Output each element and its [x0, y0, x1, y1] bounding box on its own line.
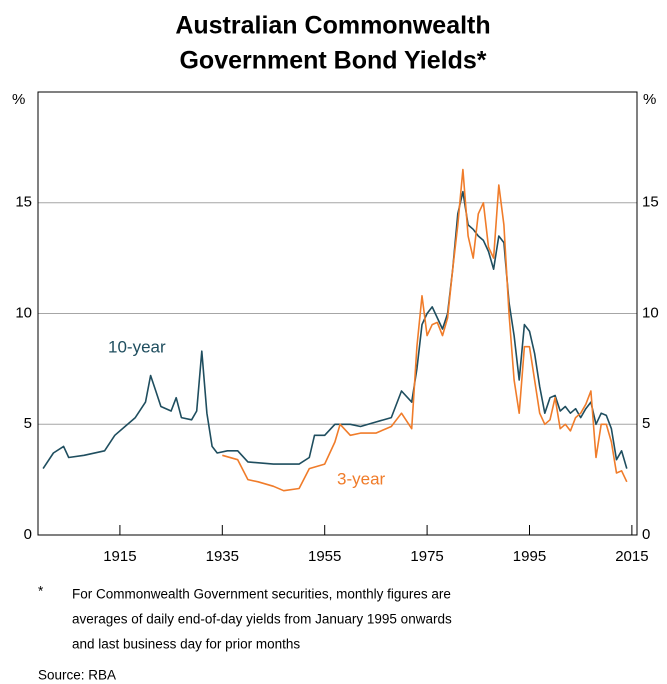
- x-tick-label: 1915: [103, 548, 136, 565]
- x-tick-label: 1995: [513, 548, 546, 565]
- y-tick-label: 5: [24, 415, 32, 432]
- y-tick-label: 15: [15, 194, 32, 211]
- plot-frame: [37, 91, 638, 536]
- y2-tick-label: 5: [642, 415, 650, 432]
- footnote: averages of daily end-of-day yields from…: [72, 612, 452, 627]
- y2-tick-label: 10: [642, 304, 659, 321]
- series-line: [222, 168, 628, 492]
- y2-tick-label: 0: [642, 526, 650, 543]
- y2-tick-label: 15: [642, 194, 659, 211]
- x-tick-label: 1935: [206, 548, 239, 565]
- y-tick-label: 0: [24, 526, 32, 543]
- footnote-marker: *: [38, 584, 44, 599]
- x-tick-label: 1975: [410, 548, 443, 565]
- x-tick-label: 1955: [308, 548, 341, 565]
- y-unit-label: %: [12, 91, 25, 108]
- y2-unit-label: %: [643, 91, 656, 108]
- footnote: and last business day for prior months: [72, 637, 300, 652]
- chart-title: Government Bond Yields*: [179, 47, 486, 75]
- series-label: 10-year: [108, 337, 166, 356]
- footnote: For Commonwealth Government securities, …: [72, 587, 451, 602]
- chart-title: Australian Commonwealth: [175, 12, 490, 40]
- source: Source: RBA: [38, 668, 116, 683]
- series-label: 3-year: [337, 469, 386, 488]
- x-tick-label: 2015: [615, 548, 648, 565]
- series-line: [42, 190, 628, 470]
- y-tick-label: 10: [15, 304, 32, 321]
